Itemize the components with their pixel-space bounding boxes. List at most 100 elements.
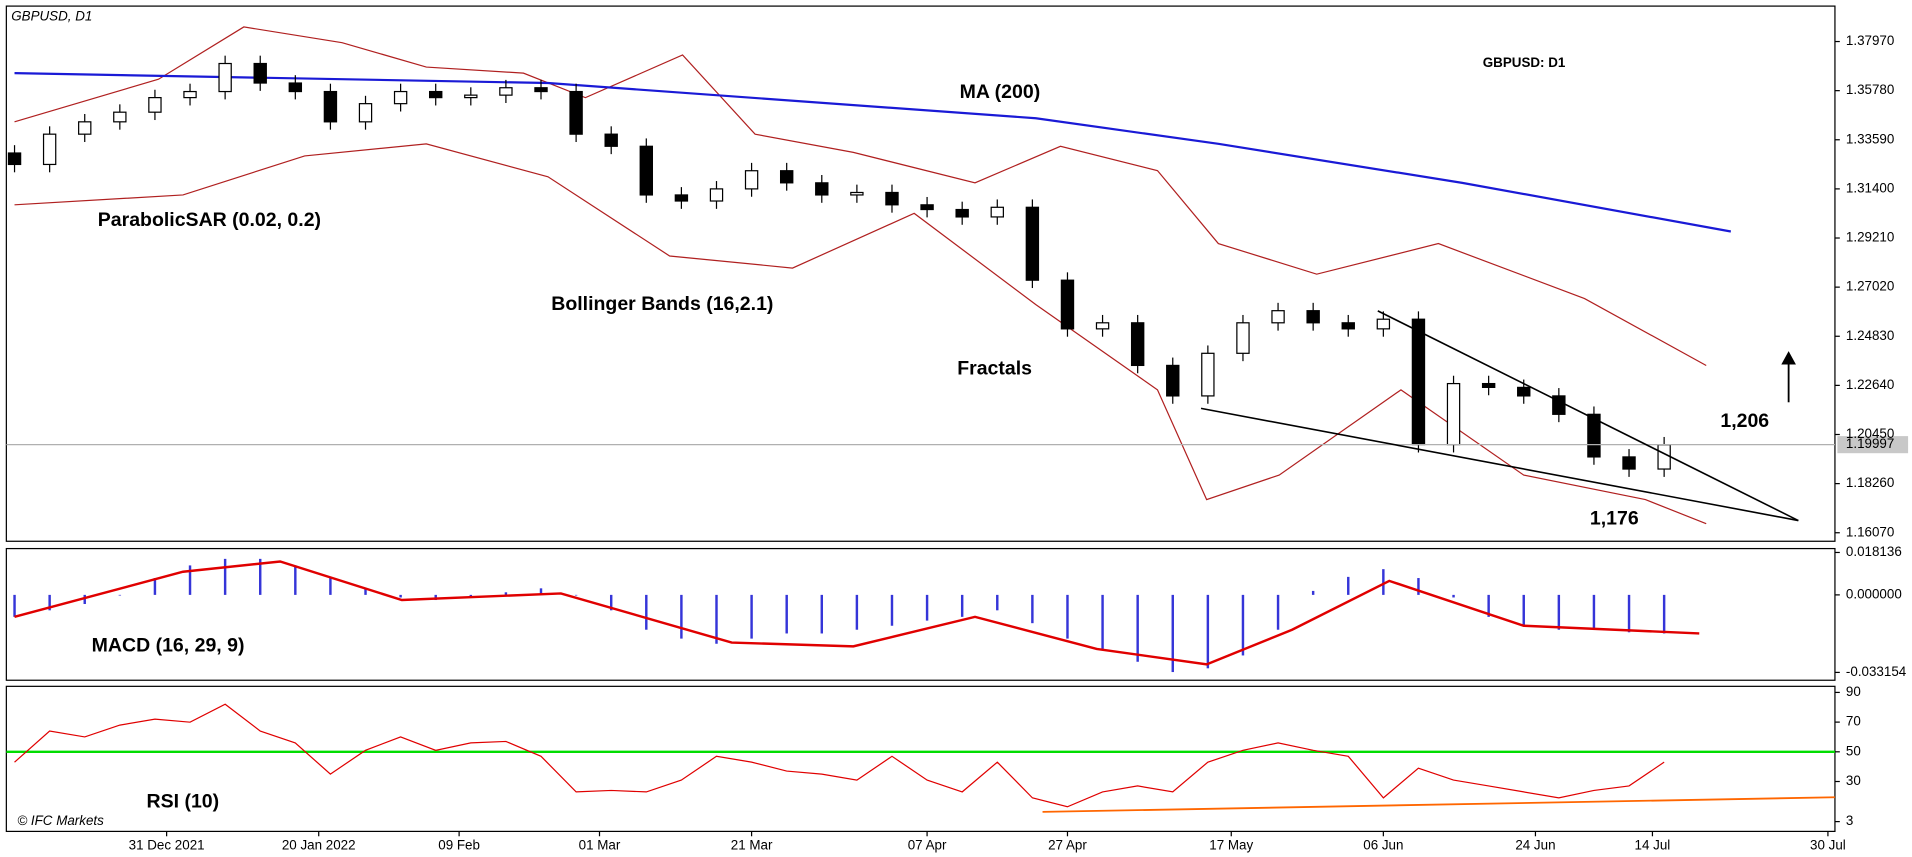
plot-layer: 1.19997 1.16070 1.18260 1.20450 1.22640 1.248… bbox=[6, 26, 1909, 853]
x-tick-label: 01 Mar bbox=[579, 838, 621, 853]
candle-body bbox=[7, 152, 22, 166]
candle-body bbox=[1236, 322, 1250, 354]
macd-bar bbox=[820, 594, 824, 634]
candle-body bbox=[358, 103, 373, 123]
x-tick-label: 27 Apr bbox=[1048, 838, 1087, 853]
macd-bar bbox=[1417, 578, 1420, 595]
candle-body bbox=[148, 96, 162, 113]
x-tick-label: 21 Mar bbox=[731, 838, 773, 853]
macd-bar bbox=[1627, 594, 1631, 633]
macd-bar bbox=[1311, 590, 1315, 595]
ma-line bbox=[14, 72, 1732, 233]
x-tick-label: 17 May bbox=[1209, 838, 1253, 853]
trend-line bbox=[1377, 310, 1799, 522]
macd-bar bbox=[1662, 594, 1666, 634]
candle-body bbox=[850, 191, 864, 196]
y-tick-label: 1.22640 bbox=[1846, 377, 1894, 392]
trend-line bbox=[1200, 407, 1799, 522]
macd-bar bbox=[1206, 594, 1210, 669]
candle-body bbox=[1376, 318, 1391, 330]
macd-bar bbox=[960, 594, 964, 617]
candle-body bbox=[218, 62, 232, 93]
y-tick-label: 3 bbox=[1846, 813, 1853, 828]
y-tick-label: 1.20450 bbox=[1846, 426, 1894, 441]
candle-body bbox=[288, 82, 303, 93]
macd-bar bbox=[715, 594, 718, 644]
candle-body bbox=[990, 206, 1004, 218]
candle-body bbox=[499, 87, 513, 96]
x-tick-label: 14 Jul bbox=[1635, 838, 1671, 853]
macd-bar bbox=[153, 578, 157, 595]
y-tick-label: 90 bbox=[1846, 684, 1861, 699]
y-tick-label: 1.31400 bbox=[1846, 180, 1894, 195]
candle-body bbox=[955, 208, 969, 218]
candle-body bbox=[1201, 352, 1215, 397]
y-tick-label: 0.018136 bbox=[1846, 544, 1902, 559]
macd-bar bbox=[1557, 594, 1561, 630]
y-tick-label: 70 bbox=[1846, 714, 1861, 729]
candle-body bbox=[1130, 322, 1145, 367]
candle-body bbox=[604, 133, 618, 147]
macd-bar bbox=[364, 588, 367, 595]
macd-bar bbox=[1382, 569, 1385, 595]
x-tick-label: 09 Feb bbox=[438, 838, 480, 853]
macd-bar bbox=[750, 594, 753, 639]
candle-body bbox=[1517, 386, 1531, 397]
macd-bar bbox=[1101, 594, 1104, 649]
macd-bar bbox=[1241, 594, 1245, 656]
candle-body bbox=[1271, 310, 1285, 324]
y-tick-label: 1.16070 bbox=[1846, 524, 1894, 539]
last-price-label: 1.19997 bbox=[1846, 436, 1894, 451]
x-tick-label: 07 Apr bbox=[908, 838, 947, 853]
annotation: 1,206 bbox=[1720, 410, 1769, 432]
y-tick-label: 1.29210 bbox=[1846, 230, 1894, 245]
y-tick-label: 30 bbox=[1846, 773, 1861, 788]
rsi-trend-line bbox=[1042, 796, 1835, 813]
annotation: 1,176 bbox=[1590, 507, 1639, 529]
chart-title: GBPUSD: D1 bbox=[1483, 55, 1566, 70]
macd-bar bbox=[294, 565, 297, 595]
macd-bar bbox=[504, 592, 508, 595]
candle-body bbox=[569, 90, 583, 135]
annotation: MA (200) bbox=[960, 81, 1041, 103]
macd-bar bbox=[1592, 594, 1596, 629]
macd-bar bbox=[188, 565, 192, 595]
candle-body bbox=[1341, 322, 1355, 330]
candle-body bbox=[1657, 444, 1671, 470]
candle-body bbox=[639, 145, 654, 196]
macd-bar bbox=[680, 594, 683, 639]
candle-body bbox=[1552, 395, 1566, 415]
macd-bar bbox=[1522, 594, 1525, 626]
y-tick-label: 0.000000 bbox=[1846, 586, 1902, 601]
macd-bar bbox=[574, 594, 578, 596]
candle-body bbox=[534, 87, 548, 93]
x-tick-label: 31 Dec 2021 bbox=[129, 838, 205, 853]
candle-body bbox=[674, 194, 689, 202]
y-tick-label: 1.33590 bbox=[1846, 131, 1894, 146]
candle-body bbox=[1095, 322, 1110, 330]
candle-body bbox=[429, 90, 443, 99]
y-tick-label: 1.24830 bbox=[1846, 328, 1894, 343]
indicator-label: RSI (10) bbox=[147, 790, 220, 812]
macd-bar bbox=[1066, 594, 1069, 639]
macd-bar bbox=[925, 594, 929, 621]
candle-body bbox=[42, 133, 57, 166]
macd-bar bbox=[609, 594, 613, 611]
symbol-label: GBPUSD, D1 bbox=[11, 9, 92, 24]
candle-body bbox=[1060, 279, 1075, 330]
macd-bar bbox=[1031, 594, 1034, 624]
candle-body bbox=[1166, 364, 1180, 397]
macd-bar bbox=[855, 594, 859, 630]
candle-body bbox=[1446, 382, 1461, 446]
annotation: Fractals bbox=[957, 358, 1032, 380]
candle-body bbox=[709, 188, 724, 202]
candle-body bbox=[1306, 310, 1320, 324]
candle-body bbox=[113, 111, 127, 123]
candle-body bbox=[183, 90, 197, 99]
x-tick-label: 06 Jun bbox=[1363, 838, 1403, 853]
credit: © IFC Markets bbox=[17, 813, 104, 828]
candle-body bbox=[253, 62, 267, 84]
macd-bar bbox=[83, 594, 86, 605]
x-tick-label: 20 Jan 2022 bbox=[282, 838, 356, 853]
annotation: Bollinger Bands (16,2.1) bbox=[551, 293, 773, 315]
